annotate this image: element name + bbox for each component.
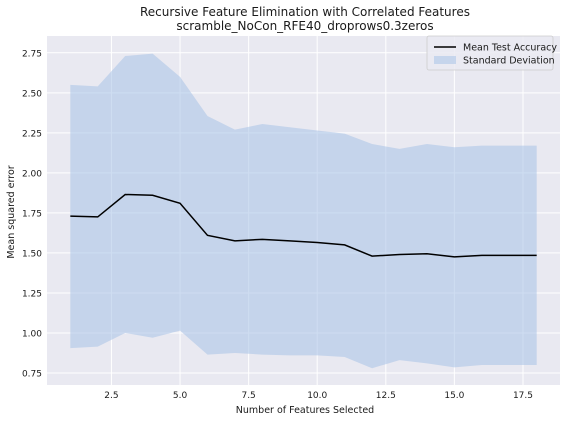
std-deviation-band bbox=[70, 53, 537, 369]
x-tick-label: 2.5 bbox=[104, 391, 118, 401]
y-tick-labels: 0.75 1.00 1.25 1.50 1.75 2.00 2.25 2.50 2.75 bbox=[22, 49, 42, 379]
y-tick-label: 2.25 bbox=[22, 129, 42, 139]
x-tick-labels: 2.5 5.0 7.5 10.0 12.5 15.0 17.5 bbox=[104, 391, 533, 401]
x-tick-label: 7.5 bbox=[241, 391, 255, 401]
y-tick-label: 1.00 bbox=[22, 329, 42, 339]
y-tick-label: 1.25 bbox=[22, 289, 42, 299]
y-tick-label: 1.50 bbox=[22, 249, 42, 259]
legend-label-std: Standard Deviation bbox=[463, 56, 555, 67]
legend-label-mean: Mean Test Accuracy bbox=[463, 43, 557, 54]
legend-band-swatch bbox=[434, 56, 456, 64]
x-tick-label: 10.0 bbox=[307, 391, 327, 401]
y-tick-label: 0.75 bbox=[22, 369, 42, 379]
legend: Mean Test Accuracy Standard Deviation bbox=[426, 35, 557, 71]
x-tick-label: 5.0 bbox=[173, 391, 188, 401]
y-tick-label: 2.50 bbox=[22, 89, 42, 99]
legend-box bbox=[426, 35, 554, 71]
x-tick-label: 15.0 bbox=[444, 391, 464, 401]
chart-title: Recursive Feature Elimination with Corre… bbox=[140, 5, 470, 19]
x-tick-label: 12.5 bbox=[376, 391, 396, 401]
chart-subtitle: scramble_NoCon_RFE40_droprows0.3zeros bbox=[176, 19, 433, 33]
mean-accuracy-line bbox=[70, 193, 537, 258]
y-axis-label: Mean squared error bbox=[6, 165, 17, 258]
y-tick-label: 2.00 bbox=[22, 169, 42, 179]
x-tick-label: 17.5 bbox=[513, 391, 533, 401]
y-tick-label: 2.75 bbox=[22, 49, 42, 59]
x-axis-label: Number of Features Selected bbox=[236, 405, 374, 416]
y-tick-label: 1.75 bbox=[22, 209, 42, 219]
